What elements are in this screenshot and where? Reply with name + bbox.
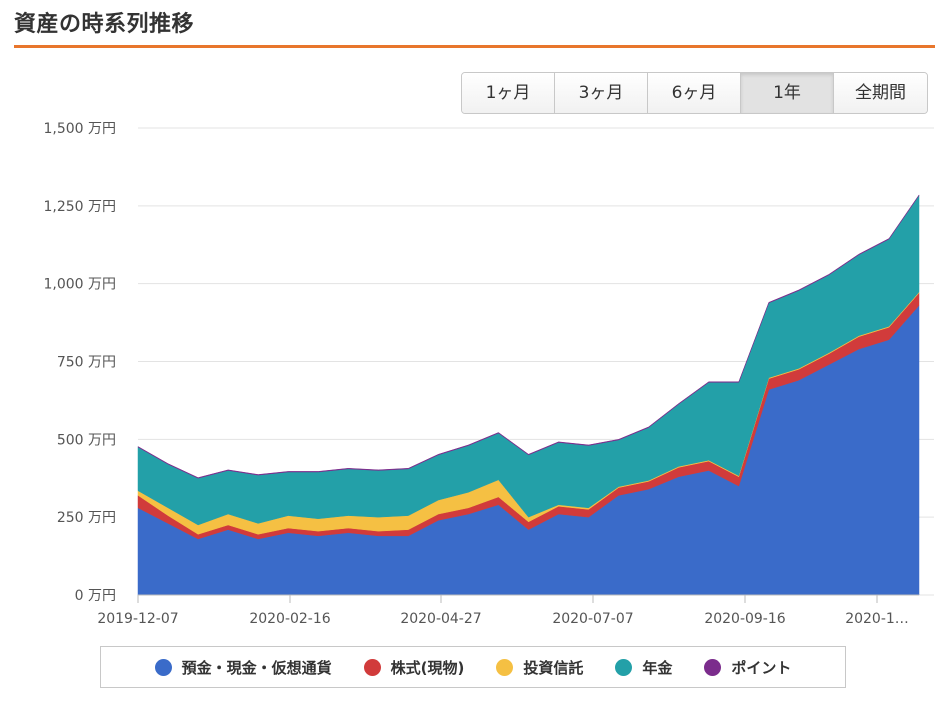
legend-label: 投資信託 [523,658,584,677]
legend-marker [154,658,172,676]
asset-area-chart: 0 万円 250 万円 500 万円 750 万円 1,000 万円 1,250 万円 1,… [43,121,934,627]
y-tick-label: 1,500 万円 [43,121,116,137]
series-area-4 [137,194,920,479]
x-tick-label: 2020-04-27 [400,611,481,627]
legend-label: 預金・現金・仮想通貨 [181,658,332,677]
x-tick-label: 2019-12-07 [97,611,178,627]
x-tick-label: 2020-1… [845,611,909,627]
legend-item-deposit[interactable]: 預金・現金・仮想通貨 [154,657,332,678]
x-tick-label: 2020-02-16 [249,611,330,627]
y-tick-label: 750 万円 [57,355,116,371]
tab-1-year[interactable]: 1年 [741,73,834,113]
range-tab-group: 1ヶ月 3ヶ月 6ヶ月 1年 全期間 [461,72,928,114]
tab-1-month[interactable]: 1ヶ月 [462,73,555,113]
legend-item-stock[interactable]: 株式(現物) [363,657,465,678]
legend-marker [496,658,514,676]
chart-legend: 預金・現金・仮想通貨 株式(現物) 投資信託 年金 ポイント [100,646,846,688]
legend-item-fund[interactable]: 投資信託 [496,657,583,678]
legend-label: 年金 [642,658,673,677]
legend-marker [363,658,381,676]
y-tick-label: 1,000 万円 [43,277,116,293]
tab-6-months[interactable]: 6ヶ月 [648,73,741,113]
page-title: 資産の時系列推移 [14,12,195,37]
axes: 0 万円 250 万円 500 万円 750 万円 1,000 万円 1,250 万円 1,… [43,121,919,627]
y-tick-label: 0 万円 [75,588,116,604]
y-tick-label: 250 万円 [57,510,116,526]
legend-label: 株式(現物) [390,658,465,677]
x-tick-label: 2020-09-16 [704,611,785,627]
legend-label: ポイント [731,658,792,677]
title-divider [14,45,935,48]
legend-item-pension[interactable]: 年金 [615,657,672,678]
y-tick-label: 1,250 万円 [43,199,116,215]
y-tick-label: 500 万円 [57,432,116,448]
x-tick-label: 2020-07-07 [552,611,633,627]
stacked-areas [137,194,920,596]
tab-all-period[interactable]: 全期間 [834,73,927,113]
legend-marker [704,658,722,676]
tab-3-months[interactable]: 3ヶ月 [555,73,648,113]
legend-item-points[interactable]: ポイント [704,657,791,678]
legend-marker [615,658,633,676]
